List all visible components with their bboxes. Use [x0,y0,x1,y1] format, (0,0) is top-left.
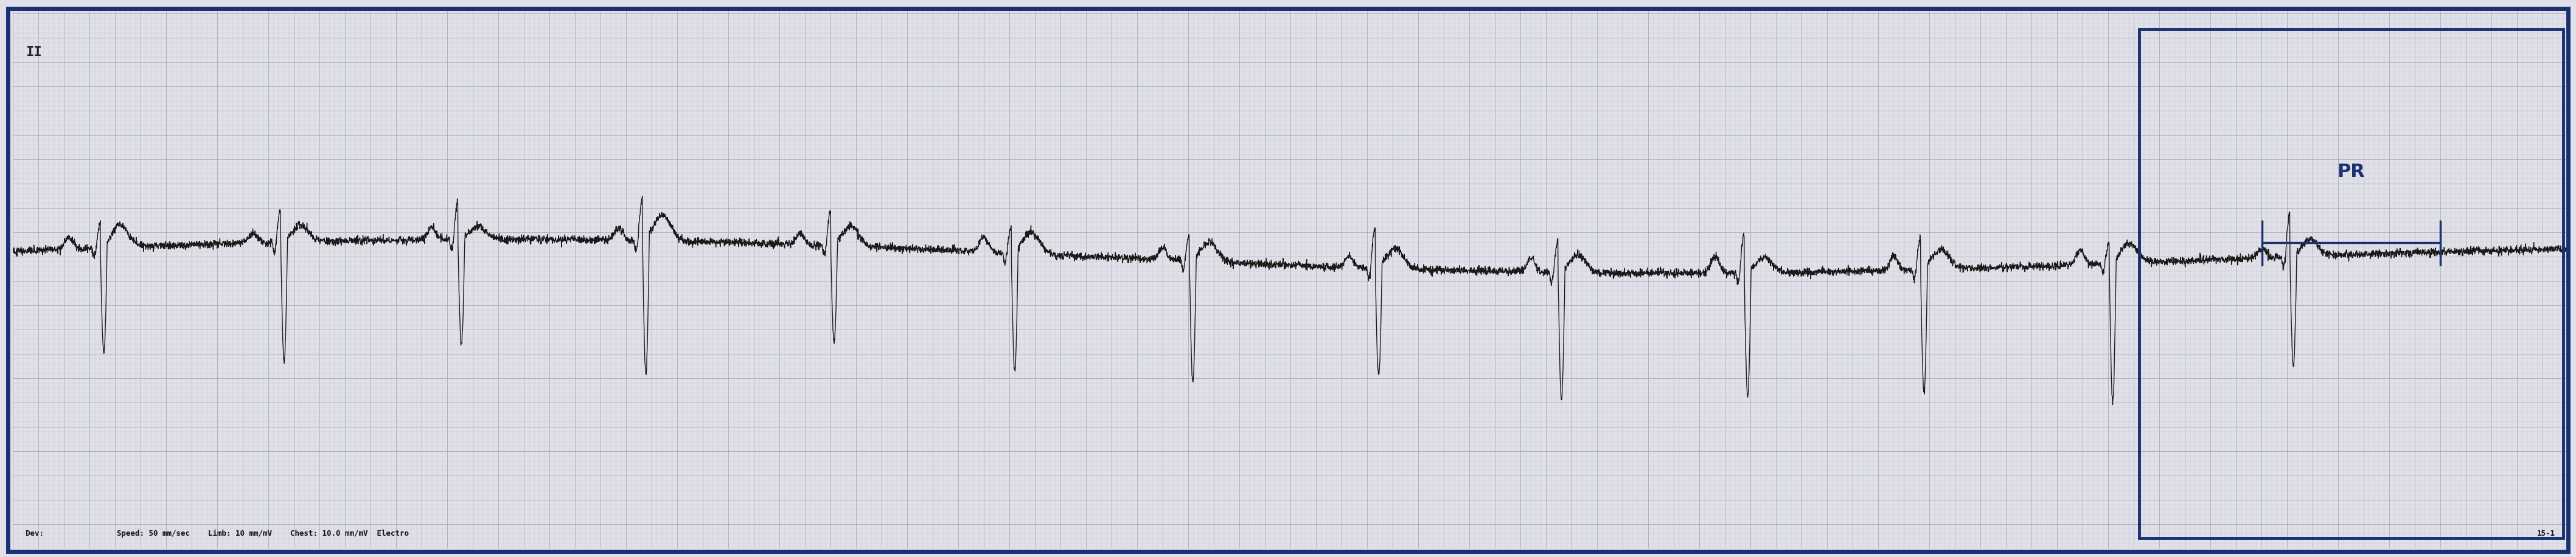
Text: 15-1: 15-1 [2537,530,2555,538]
Bar [2138,30,2563,538]
Text: II: II [26,46,41,58]
Text: PR: PR [2336,163,2365,180]
Text: Dev:                Speed: 50 mm/sec    Limb: 10 mm/mV    Chest: 10.0 mm/mV  Ele: Dev: Speed: 50 mm/sec Limb: 10 mm/mV Che… [26,530,410,538]
